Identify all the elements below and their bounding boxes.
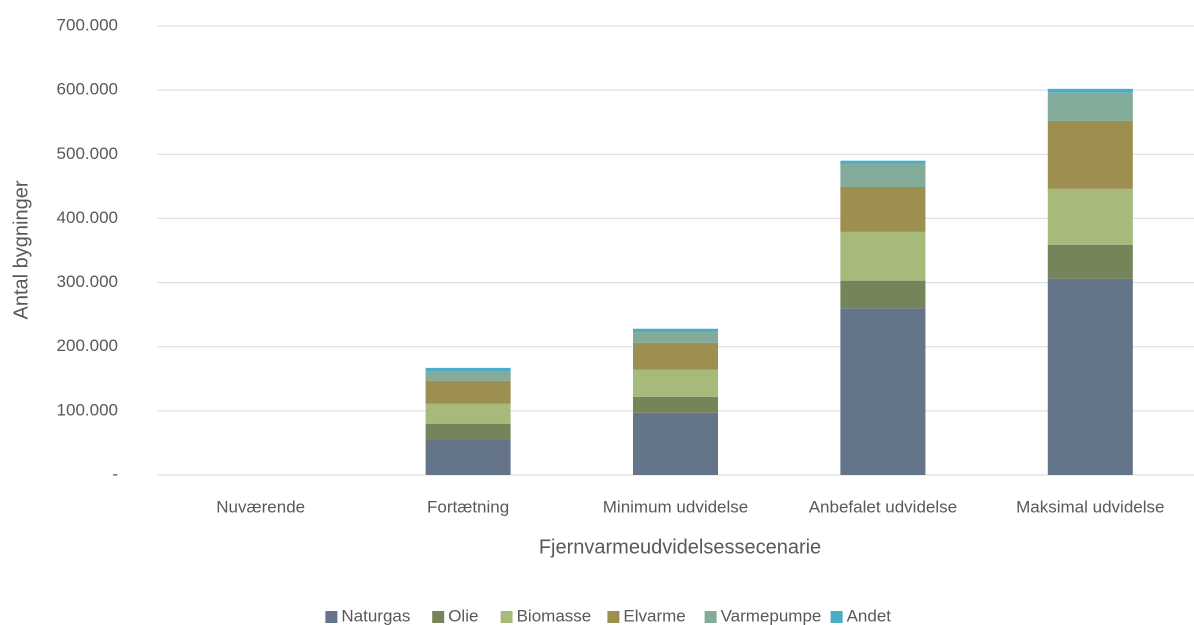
x-tick-label: Anbefalet udvidelse [809,497,957,516]
bar-segment [632,412,719,475]
bar-segment [840,163,926,187]
bar-segment [1047,88,1133,93]
x-axis-title: Fjernvarmeudvidelsessecenarie [539,536,821,558]
legend-label: Biomasse [517,606,592,625]
bar-segment [425,367,511,372]
bar-segment [840,308,926,475]
bar-segment [632,331,719,343]
legend-swatch [500,611,513,623]
bar-segment [425,439,511,475]
y-tick-label: 100.000 [57,400,118,419]
legend-label: Elvarme [623,606,685,625]
bar-segment [840,186,926,232]
bar-segment [1047,244,1133,279]
x-tick-label: Maksimal udvidelse [1016,497,1164,516]
bar-segment [632,369,719,397]
bar-segment [1047,188,1133,245]
bar-segment [425,380,511,404]
bar-segment [425,403,511,424]
y-tick-label: 300.000 [57,272,118,291]
bar-segment [632,328,719,332]
bar-segment [632,342,719,370]
bar-segment [425,423,511,440]
legend-swatch [830,611,843,623]
y-tick-label: 500.000 [57,144,118,163]
bar-segment [1047,278,1133,475]
bar-segment [840,231,926,281]
y-tick-label: 600.000 [57,80,118,99]
legend-label: Olie [448,606,478,625]
legend-swatch [607,611,620,623]
y-tick-label: 400.000 [57,208,118,227]
legend-label: Naturgas [341,606,410,625]
legend-swatch [432,611,445,623]
bar-segment [632,396,719,413]
legend-swatch [704,611,717,623]
x-tick-label: Fortætning [427,497,509,516]
y-tick-label: 700.000 [57,15,118,34]
bar-segment [1047,92,1133,121]
legend-label: Andet [847,606,892,625]
x-tick-label: Nuværende [216,497,305,516]
y-tick-label: 200.000 [57,336,118,355]
bar-segment [1047,120,1133,189]
x-tick-label: Minimum udvidelse [603,497,749,516]
legend-swatch [325,611,338,623]
bar-segment [425,371,511,381]
y-tick-label: - [112,464,118,483]
y-axis-title: Antal bygninger [10,180,32,319]
bar-segment [840,160,926,164]
bar-segment [840,280,926,309]
legend-label: Varmepumpe [721,606,822,625]
